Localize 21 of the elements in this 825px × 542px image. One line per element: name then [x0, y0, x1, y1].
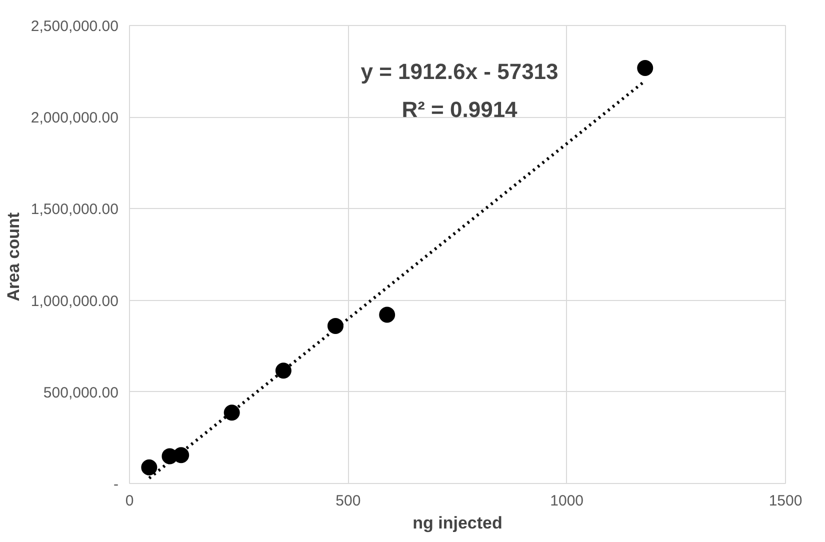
point [141, 459, 158, 476]
annotation: y = 1912.6x - 57313 [360, 59, 558, 84]
x-tick-label: 1500 [768, 492, 802, 510]
y-tick-label: 500,000.00 [43, 384, 119, 402]
x-tick-label: 500 [336, 492, 361, 510]
point [379, 306, 396, 323]
y-tick-label: 2,500,000.00 [30, 18, 119, 35]
point [275, 362, 292, 379]
y-tick-label: 2,000,000.00 [30, 110, 119, 127]
point [224, 404, 240, 421]
x-tick-label: 1000 [550, 492, 584, 510]
y-axis-title: Area count [4, 212, 23, 302]
y-tick-label: - [114, 476, 119, 493]
annotation: R² = 0.9914 [402, 97, 518, 122]
point [327, 318, 344, 334]
y-tick-label: 1,000,000.00 [30, 292, 119, 310]
point [637, 60, 654, 76]
y-tick-label: 1,500,000.00 [30, 201, 119, 218]
x-tick-label: 0 [125, 492, 134, 510]
x-axis-title: ng injected [412, 514, 502, 532]
point [173, 447, 190, 464]
